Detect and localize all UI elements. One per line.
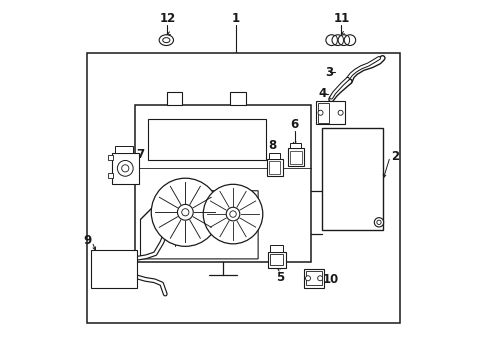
Bar (115, 146, 133, 153)
Bar (290, 150, 301, 163)
Bar (147, 119, 265, 160)
Polygon shape (140, 191, 258, 259)
Bar (269, 245, 282, 252)
Bar (305, 271, 321, 285)
Bar (269, 153, 280, 159)
Ellipse shape (331, 35, 343, 45)
Circle shape (151, 178, 219, 246)
Bar (108, 155, 112, 160)
Circle shape (117, 161, 133, 176)
Bar (267, 252, 285, 268)
Bar (112, 153, 139, 184)
Text: 12: 12 (159, 12, 175, 25)
Ellipse shape (344, 35, 355, 45)
Text: 5: 5 (276, 271, 284, 284)
Bar (91, 250, 137, 288)
Bar (270, 254, 283, 265)
Text: 6: 6 (290, 117, 298, 131)
Bar (321, 128, 382, 230)
Bar (135, 105, 310, 262)
Bar (108, 173, 112, 178)
Text: 3: 3 (325, 66, 333, 79)
Bar (317, 103, 329, 123)
Text: 10: 10 (322, 273, 338, 286)
Circle shape (203, 184, 262, 244)
Text: 9: 9 (83, 234, 92, 247)
Bar (269, 161, 280, 174)
Bar (266, 159, 282, 176)
Bar (303, 269, 324, 288)
Circle shape (177, 204, 193, 220)
Text: 2: 2 (390, 150, 398, 163)
Bar (167, 92, 182, 105)
Bar (230, 92, 246, 105)
Circle shape (373, 218, 383, 227)
Ellipse shape (159, 35, 173, 45)
Circle shape (317, 276, 322, 281)
Text: 11: 11 (332, 12, 349, 25)
Ellipse shape (325, 35, 337, 45)
Text: 4: 4 (317, 87, 325, 100)
Text: 7: 7 (136, 148, 144, 161)
Circle shape (317, 110, 323, 115)
Ellipse shape (337, 35, 349, 45)
Circle shape (305, 276, 310, 281)
Bar (86, 53, 400, 323)
Text: 8: 8 (268, 139, 276, 152)
Bar (287, 148, 303, 166)
Text: 1: 1 (231, 12, 239, 25)
Bar (316, 101, 344, 125)
Circle shape (337, 110, 343, 115)
Circle shape (226, 207, 239, 221)
Bar (290, 143, 301, 148)
